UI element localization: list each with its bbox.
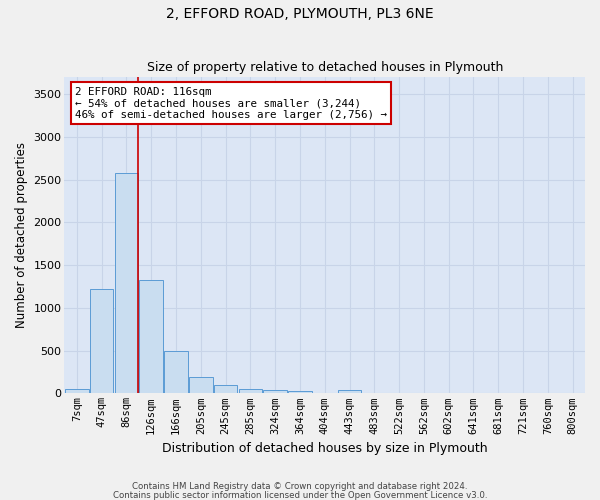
- Text: 2 EFFORD ROAD: 116sqm
← 54% of detached houses are smaller (3,244)
46% of semi-d: 2 EFFORD ROAD: 116sqm ← 54% of detached …: [75, 86, 387, 120]
- X-axis label: Distribution of detached houses by size in Plymouth: Distribution of detached houses by size …: [162, 442, 488, 455]
- Bar: [164, 352, 188, 394]
- Bar: [139, 280, 163, 394]
- Bar: [214, 385, 238, 394]
- Y-axis label: Number of detached properties: Number of detached properties: [15, 142, 28, 328]
- Text: 2, EFFORD ROAD, PLYMOUTH, PL3 6NE: 2, EFFORD ROAD, PLYMOUTH, PL3 6NE: [166, 8, 434, 22]
- Bar: [90, 289, 113, 394]
- Text: Contains public sector information licensed under the Open Government Licence v3: Contains public sector information licen…: [113, 490, 487, 500]
- Bar: [239, 388, 262, 394]
- Title: Size of property relative to detached houses in Plymouth: Size of property relative to detached ho…: [146, 62, 503, 74]
- Bar: [65, 388, 89, 394]
- Text: Contains HM Land Registry data © Crown copyright and database right 2024.: Contains HM Land Registry data © Crown c…: [132, 482, 468, 491]
- Bar: [263, 390, 287, 394]
- Bar: [189, 377, 212, 394]
- Bar: [288, 392, 312, 394]
- Bar: [338, 390, 361, 394]
- Bar: [115, 173, 138, 394]
